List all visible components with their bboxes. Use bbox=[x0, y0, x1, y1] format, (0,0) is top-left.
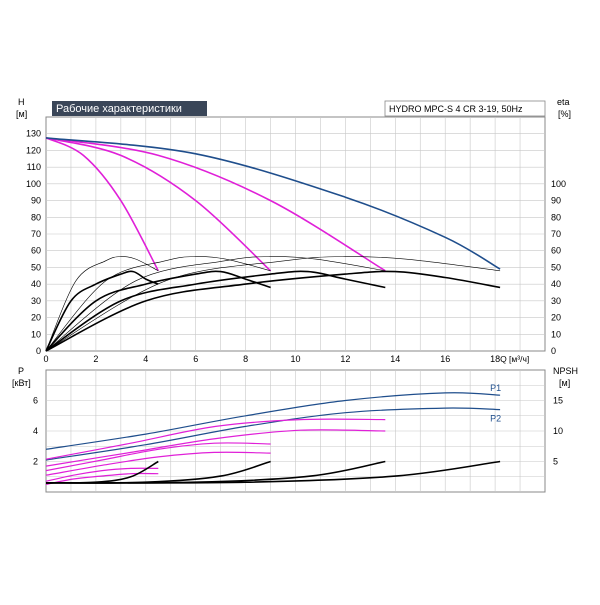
y-axis-label-right: NPSH bbox=[553, 366, 578, 376]
x-axis-label: Q [м³/ч] bbox=[500, 354, 529, 364]
y-tick-label-left: 120 bbox=[26, 145, 41, 155]
bottom-series-line-11 bbox=[45, 460, 501, 484]
top-series-line-9 bbox=[45, 256, 271, 352]
bottom-series-line-2 bbox=[45, 418, 386, 460]
bottom-panel bbox=[45, 369, 546, 493]
y-tick-label-right: 40 bbox=[551, 279, 561, 289]
bottom-series-line-1 bbox=[45, 407, 501, 461]
y-tick-label-left: 70 bbox=[31, 229, 41, 239]
top-series-line-8 bbox=[45, 256, 159, 352]
y-tick-label-right: 80 bbox=[551, 212, 561, 222]
y-tick-label-right: 90 bbox=[551, 196, 561, 206]
top-series-line-0 bbox=[45, 137, 160, 272]
y-tick-label-right: 5 bbox=[553, 457, 558, 467]
y-tick-label-left: 130 bbox=[26, 129, 41, 139]
y-tick-label-left: 80 bbox=[31, 212, 41, 222]
y-tick-label-left: 20 bbox=[31, 313, 41, 323]
y-tick-label-right: 20 bbox=[551, 313, 561, 323]
top-series-line-6 bbox=[45, 270, 386, 352]
x-tick-label: 18 bbox=[490, 354, 500, 364]
y-tick-label-left: 50 bbox=[31, 262, 41, 272]
y-tick-label-left: 0 bbox=[36, 346, 41, 356]
y-tick-label-right: 30 bbox=[551, 296, 561, 306]
x-tick-label: 14 bbox=[390, 354, 400, 364]
y-axis-label-left: H bbox=[18, 97, 25, 107]
y-tick-label-right: 15 bbox=[553, 396, 563, 406]
y-tick-label-left: 100 bbox=[26, 179, 41, 189]
series-label-p2: P2 bbox=[490, 414, 501, 424]
top-series-line-2 bbox=[45, 137, 386, 272]
x-tick-label: 16 bbox=[440, 354, 450, 364]
model-box bbox=[384, 100, 546, 117]
bottom-series-line-0 bbox=[45, 392, 501, 450]
y-axis-label-left: P bbox=[18, 366, 24, 376]
y-tick-label-left: 60 bbox=[31, 246, 41, 256]
chart-title: Рабочие характеристики bbox=[56, 103, 182, 115]
bottom-series-line-6 bbox=[45, 467, 159, 482]
bottom-series-line-4 bbox=[45, 442, 271, 472]
x-tick-label: 0 bbox=[43, 354, 48, 364]
y-tick-label-left: 6 bbox=[33, 396, 38, 406]
y-tick-label-left: 4 bbox=[33, 426, 38, 436]
x-tick-label: 4 bbox=[143, 354, 148, 364]
top-series-line-7 bbox=[45, 270, 501, 352]
y-tick-label-left: 110 bbox=[27, 162, 41, 172]
title-box bbox=[52, 101, 207, 116]
y-tick-label-right: 70 bbox=[551, 229, 561, 239]
bottom-series-line-5 bbox=[45, 451, 271, 476]
y-tick-label-left: 2 bbox=[33, 457, 38, 467]
y-tick-label-right: 60 bbox=[551, 246, 561, 256]
y-tick-label-left: 10 bbox=[31, 329, 41, 339]
bottom-series-line-3 bbox=[45, 429, 386, 467]
x-tick-label: 8 bbox=[243, 354, 248, 364]
series-label-p1: P1 bbox=[490, 383, 501, 393]
y-tick-label-right: 10 bbox=[551, 329, 561, 339]
y-tick-label-right: 10 bbox=[553, 426, 563, 436]
y-tick-label-left: 90 bbox=[31, 196, 41, 206]
top-series-line-4 bbox=[45, 270, 159, 352]
x-tick-label: 10 bbox=[290, 354, 300, 364]
x-tick-label: 2 bbox=[93, 354, 98, 364]
y-axis-unit-right: [м] bbox=[559, 378, 570, 388]
y-tick-label-right: 0 bbox=[551, 346, 556, 356]
y-axis-unit-right: [%] bbox=[558, 109, 571, 119]
y-tick-label-left: 30 bbox=[31, 296, 41, 306]
x-tick-label: 6 bbox=[193, 354, 198, 364]
top-series-line-10 bbox=[45, 256, 386, 352]
y-tick-label-left: 40 bbox=[31, 279, 41, 289]
top-series-line-11 bbox=[45, 256, 501, 352]
model-label: HYDRO MPC-S 4 CR 3-19, 50Hz bbox=[389, 104, 523, 114]
y-tick-label-right: 100 bbox=[551, 179, 566, 189]
top-series-line-1 bbox=[45, 137, 272, 272]
y-axis-unit-left: [кВт] bbox=[12, 378, 31, 388]
x-tick-label: 12 bbox=[340, 354, 350, 364]
top-panel bbox=[45, 100, 546, 352]
y-axis-unit-left: [м] bbox=[16, 109, 27, 119]
top-series-line-3 bbox=[45, 137, 501, 270]
top-series-line-5 bbox=[45, 270, 271, 352]
y-tick-label-right: 50 bbox=[551, 262, 561, 272]
y-axis-label-right: eta bbox=[557, 97, 570, 107]
